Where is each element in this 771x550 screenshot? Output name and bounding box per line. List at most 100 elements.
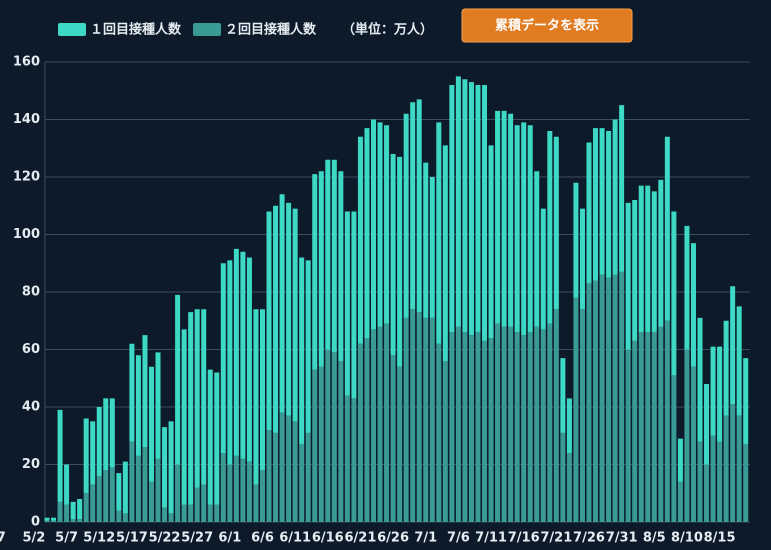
bar	[181, 504, 187, 522]
bar	[508, 326, 514, 522]
bar	[57, 409, 63, 502]
bar	[70, 501, 76, 520]
bar	[540, 208, 546, 330]
button-label[interactable]: 累積データを表示	[495, 18, 599, 34]
bar	[168, 513, 174, 522]
bar	[64, 504, 70, 522]
bar	[475, 85, 481, 333]
bar	[253, 309, 259, 485]
x-tick-label: 6/21	[344, 531, 376, 546]
bar	[586, 142, 592, 284]
bar	[710, 346, 716, 436]
bar	[429, 177, 435, 318]
bar	[527, 125, 533, 333]
toggle-button[interactable]: 累積データを表示	[461, 8, 633, 43]
bar	[390, 355, 396, 522]
bar	[83, 493, 89, 522]
bar	[593, 128, 599, 281]
bar	[599, 128, 605, 275]
bar	[299, 444, 305, 522]
bar	[305, 432, 311, 522]
x-tick-label: 6/6	[251, 531, 274, 546]
bar	[527, 332, 533, 522]
bar	[436, 343, 442, 522]
bar	[619, 271, 625, 522]
bar	[214, 372, 220, 505]
bar	[279, 412, 285, 522]
bar	[116, 510, 122, 522]
bar	[697, 441, 703, 522]
bar	[292, 208, 298, 422]
bar	[116, 473, 122, 511]
bar	[612, 274, 618, 522]
bar	[246, 257, 252, 462]
bar	[573, 297, 579, 522]
bar	[214, 504, 220, 522]
bar	[299, 257, 305, 445]
bar	[730, 404, 736, 522]
bar	[482, 85, 488, 341]
bar	[331, 159, 337, 353]
bar	[566, 453, 572, 522]
bar	[384, 125, 390, 324]
bar	[148, 481, 154, 522]
bar	[658, 179, 664, 327]
bar	[351, 398, 357, 522]
bar	[175, 464, 181, 522]
y-tick-label: 0	[31, 515, 40, 530]
bar	[651, 332, 657, 522]
x-tick-label: 6/11	[279, 531, 311, 546]
bar	[129, 343, 135, 442]
x-tick-label: 8/15	[704, 531, 736, 546]
bar	[534, 326, 540, 522]
x-tick-label: 7/11	[475, 531, 507, 546]
bar	[44, 520, 50, 522]
x-tick-label: 7/1	[414, 531, 437, 546]
y-tick-label: 120	[13, 170, 40, 185]
bar	[436, 122, 442, 344]
bar	[730, 286, 736, 405]
bar	[357, 136, 363, 344]
bar	[377, 122, 383, 327]
bar	[325, 349, 331, 522]
bar	[612, 119, 618, 275]
legend-label: ２回目接種人数	[225, 22, 317, 38]
x-tick-label: 8/10	[671, 531, 703, 546]
bar	[90, 484, 96, 522]
bar	[312, 369, 318, 522]
bar	[142, 335, 148, 448]
bar	[651, 191, 657, 333]
bar	[704, 384, 710, 465]
bar	[462, 332, 468, 522]
x-tick-label: 5/27	[181, 531, 213, 546]
bar	[547, 323, 553, 522]
bar	[488, 145, 494, 338]
bar	[175, 294, 181, 465]
bar	[148, 366, 154, 482]
bar	[579, 208, 585, 310]
bar	[279, 194, 285, 413]
bar	[684, 225, 690, 350]
button-bg[interactable]	[461, 8, 633, 43]
bar	[64, 464, 70, 505]
bar	[377, 326, 383, 522]
x-tick-label: 5/22	[149, 531, 181, 546]
bar	[723, 320, 729, 416]
bar	[162, 507, 168, 522]
bar	[475, 332, 481, 522]
bar	[371, 329, 376, 522]
bar	[579, 309, 585, 522]
bar	[90, 421, 96, 485]
bar	[723, 415, 729, 522]
bar	[632, 200, 638, 341]
bar	[162, 427, 168, 508]
legend-swatch	[58, 23, 86, 36]
bar	[188, 312, 194, 505]
bar	[135, 455, 141, 522]
bar	[403, 113, 409, 318]
bar	[318, 366, 324, 522]
bar	[103, 398, 109, 471]
bar	[331, 352, 337, 522]
bar	[625, 349, 631, 522]
bar	[717, 441, 723, 522]
